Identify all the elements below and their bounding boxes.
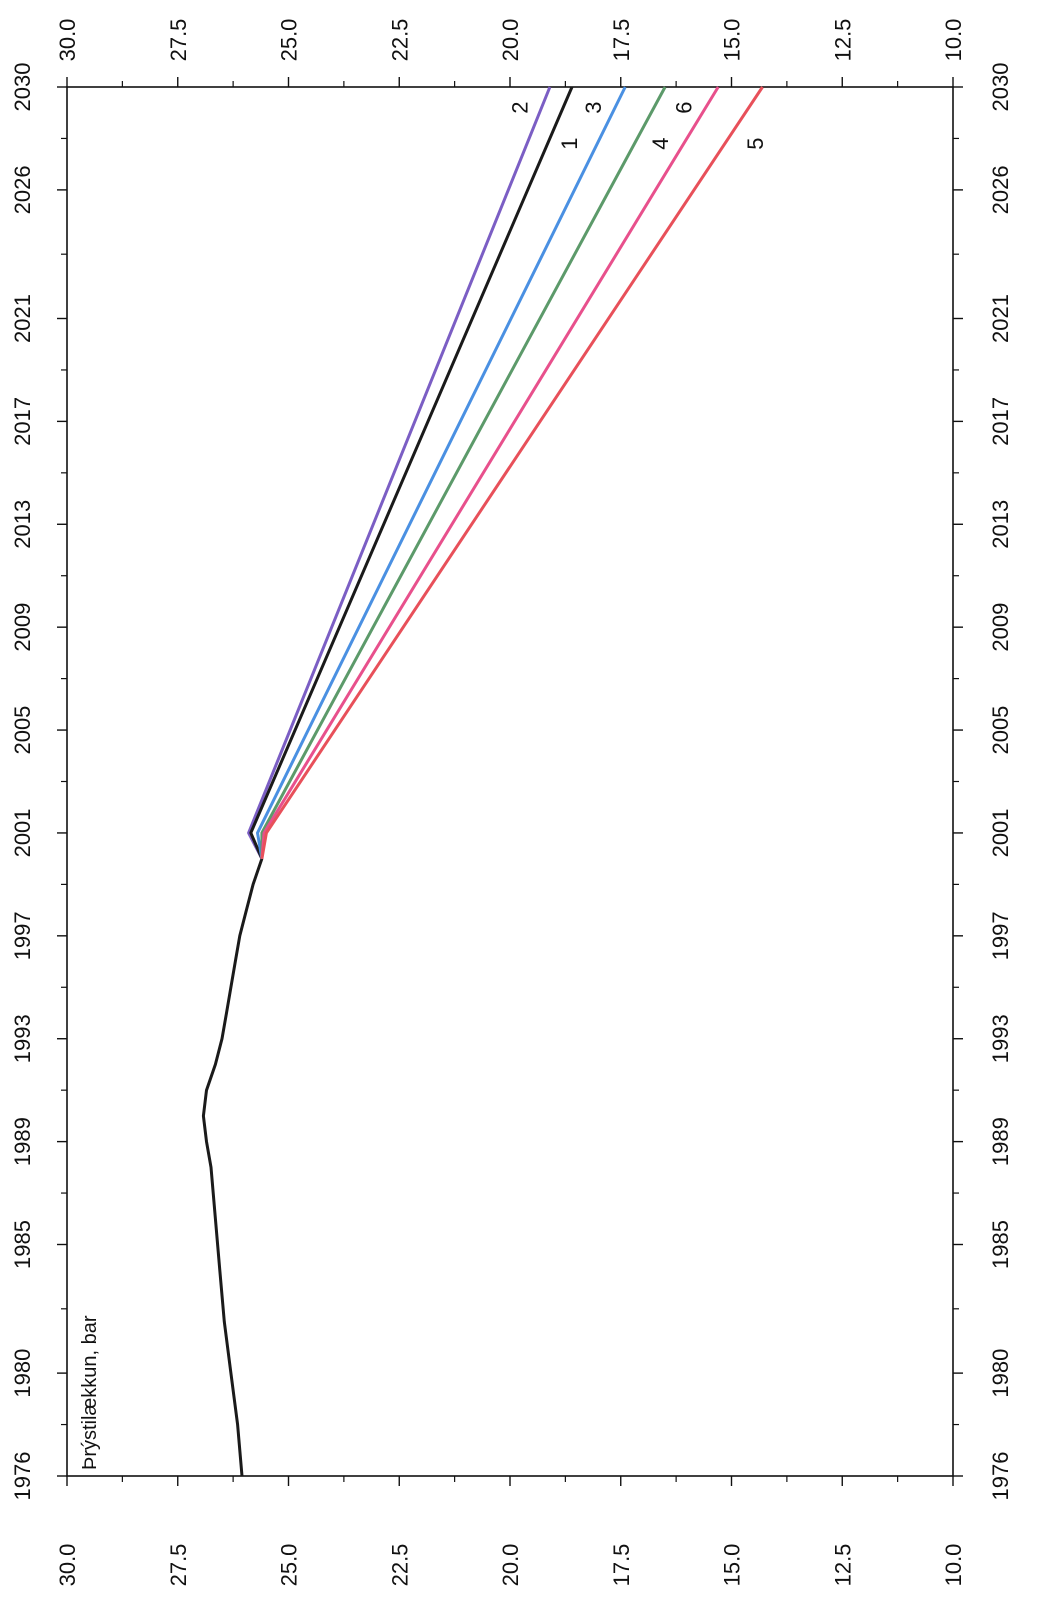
- right-x-tick-label-0: 1976: [988, 1452, 1013, 1501]
- right-x-tick-label-10: 2017: [988, 397, 1013, 446]
- top-y-tick-label-5: 17.5: [609, 19, 634, 62]
- bottom-y-tick-label-2: 25.0: [277, 1544, 302, 1587]
- bottom-y-tick-label-5: 17.5: [609, 1544, 634, 1587]
- series-label-2: 2: [508, 101, 533, 113]
- bottom-y-tick-label-6: 15.0: [720, 1544, 745, 1587]
- right-x-tick-label-11: 2021: [988, 294, 1013, 343]
- right-x-tick-label-5: 1997: [988, 911, 1013, 960]
- historical-line: [201, 858, 264, 1477]
- left-x-tick-label-1: 1980: [10, 1349, 35, 1398]
- left-x-tick-label-10: 2017: [10, 397, 35, 446]
- left-x-tick-label-5: 1997: [10, 911, 35, 960]
- left-x-tick-label-11: 2021: [10, 294, 35, 343]
- top-y-tick-label-2: 25.0: [277, 19, 302, 62]
- bottom-y-tick-label-8: 10.0: [941, 1544, 966, 1587]
- top-y-tick-label-4: 20.0: [498, 19, 523, 62]
- left-x-tick-label-3: 1989: [10, 1117, 35, 1166]
- series-label-4: 4: [648, 137, 673, 149]
- top-y-tick-label-6: 15.0: [720, 19, 745, 62]
- left-x-tick-label-6: 2001: [10, 808, 35, 857]
- left-x-tick-label-8: 2009: [10, 603, 35, 652]
- right-x-tick-label-13: 2030: [988, 63, 1013, 112]
- bottom-y-tick-label-7: 12.5: [830, 1544, 855, 1587]
- right-x-tick-label-7: 2005: [988, 706, 1013, 755]
- series-label-3: 3: [581, 101, 606, 113]
- bottom-y-tick-label-0: 30.0: [55, 1544, 80, 1587]
- top-y-tick-label-3: 22.5: [387, 19, 412, 62]
- right-x-tick-label-6: 2001: [988, 808, 1013, 857]
- left-x-tick-label-2: 1985: [10, 1220, 35, 1269]
- bottom-y-tick-label-1: 27.5: [166, 1544, 191, 1587]
- top-y-tick-label-7: 12.5: [830, 19, 855, 62]
- series-line-1: [249, 86, 574, 860]
- plot-area: 30.0 30.0 27.5 27.5 25.0 25.0 22.5 22.5 20.0 20.0…: [10, 19, 1013, 1587]
- top-y-tick-label-0: 30.0: [55, 19, 80, 62]
- left-x-tick-label-12: 2026: [10, 165, 35, 214]
- series-line-5: [260, 86, 764, 859]
- top-y-tick-label-8: 10.0: [941, 19, 966, 62]
- right-x-tick-label-12: 2026: [988, 165, 1013, 214]
- bottom-y-tick-label-4: 20.0: [498, 1544, 523, 1587]
- left-x-tick-label-0: 1976: [10, 1452, 35, 1501]
- right-x-tick-label-3: 1989: [988, 1117, 1013, 1166]
- left-x-tick-label-7: 2005: [10, 706, 35, 755]
- series-label-6: 6: [672, 101, 697, 113]
- series-label-1: 1: [557, 137, 582, 149]
- right-x-tick-label-2: 1985: [988, 1220, 1013, 1269]
- left-x-tick-label-13: 2030: [10, 63, 35, 112]
- bottom-y-tick-label-3: 22.5: [387, 1544, 412, 1587]
- right-x-tick-label-9: 2013: [988, 500, 1013, 549]
- right-x-tick-label-8: 2009: [988, 603, 1013, 652]
- right-x-tick-label-4: 1993: [988, 1014, 1013, 1063]
- series-label-5: 5: [743, 137, 768, 149]
- top-y-tick-label-1: 27.5: [166, 19, 191, 62]
- left-x-tick-label-4: 1993: [10, 1014, 35, 1063]
- left-x-tick-label-9: 2013: [10, 500, 35, 549]
- y-axis-annotation: Þrýstilækkun, bar: [79, 1315, 101, 1470]
- right-x-tick-label-1: 1980: [988, 1349, 1013, 1398]
